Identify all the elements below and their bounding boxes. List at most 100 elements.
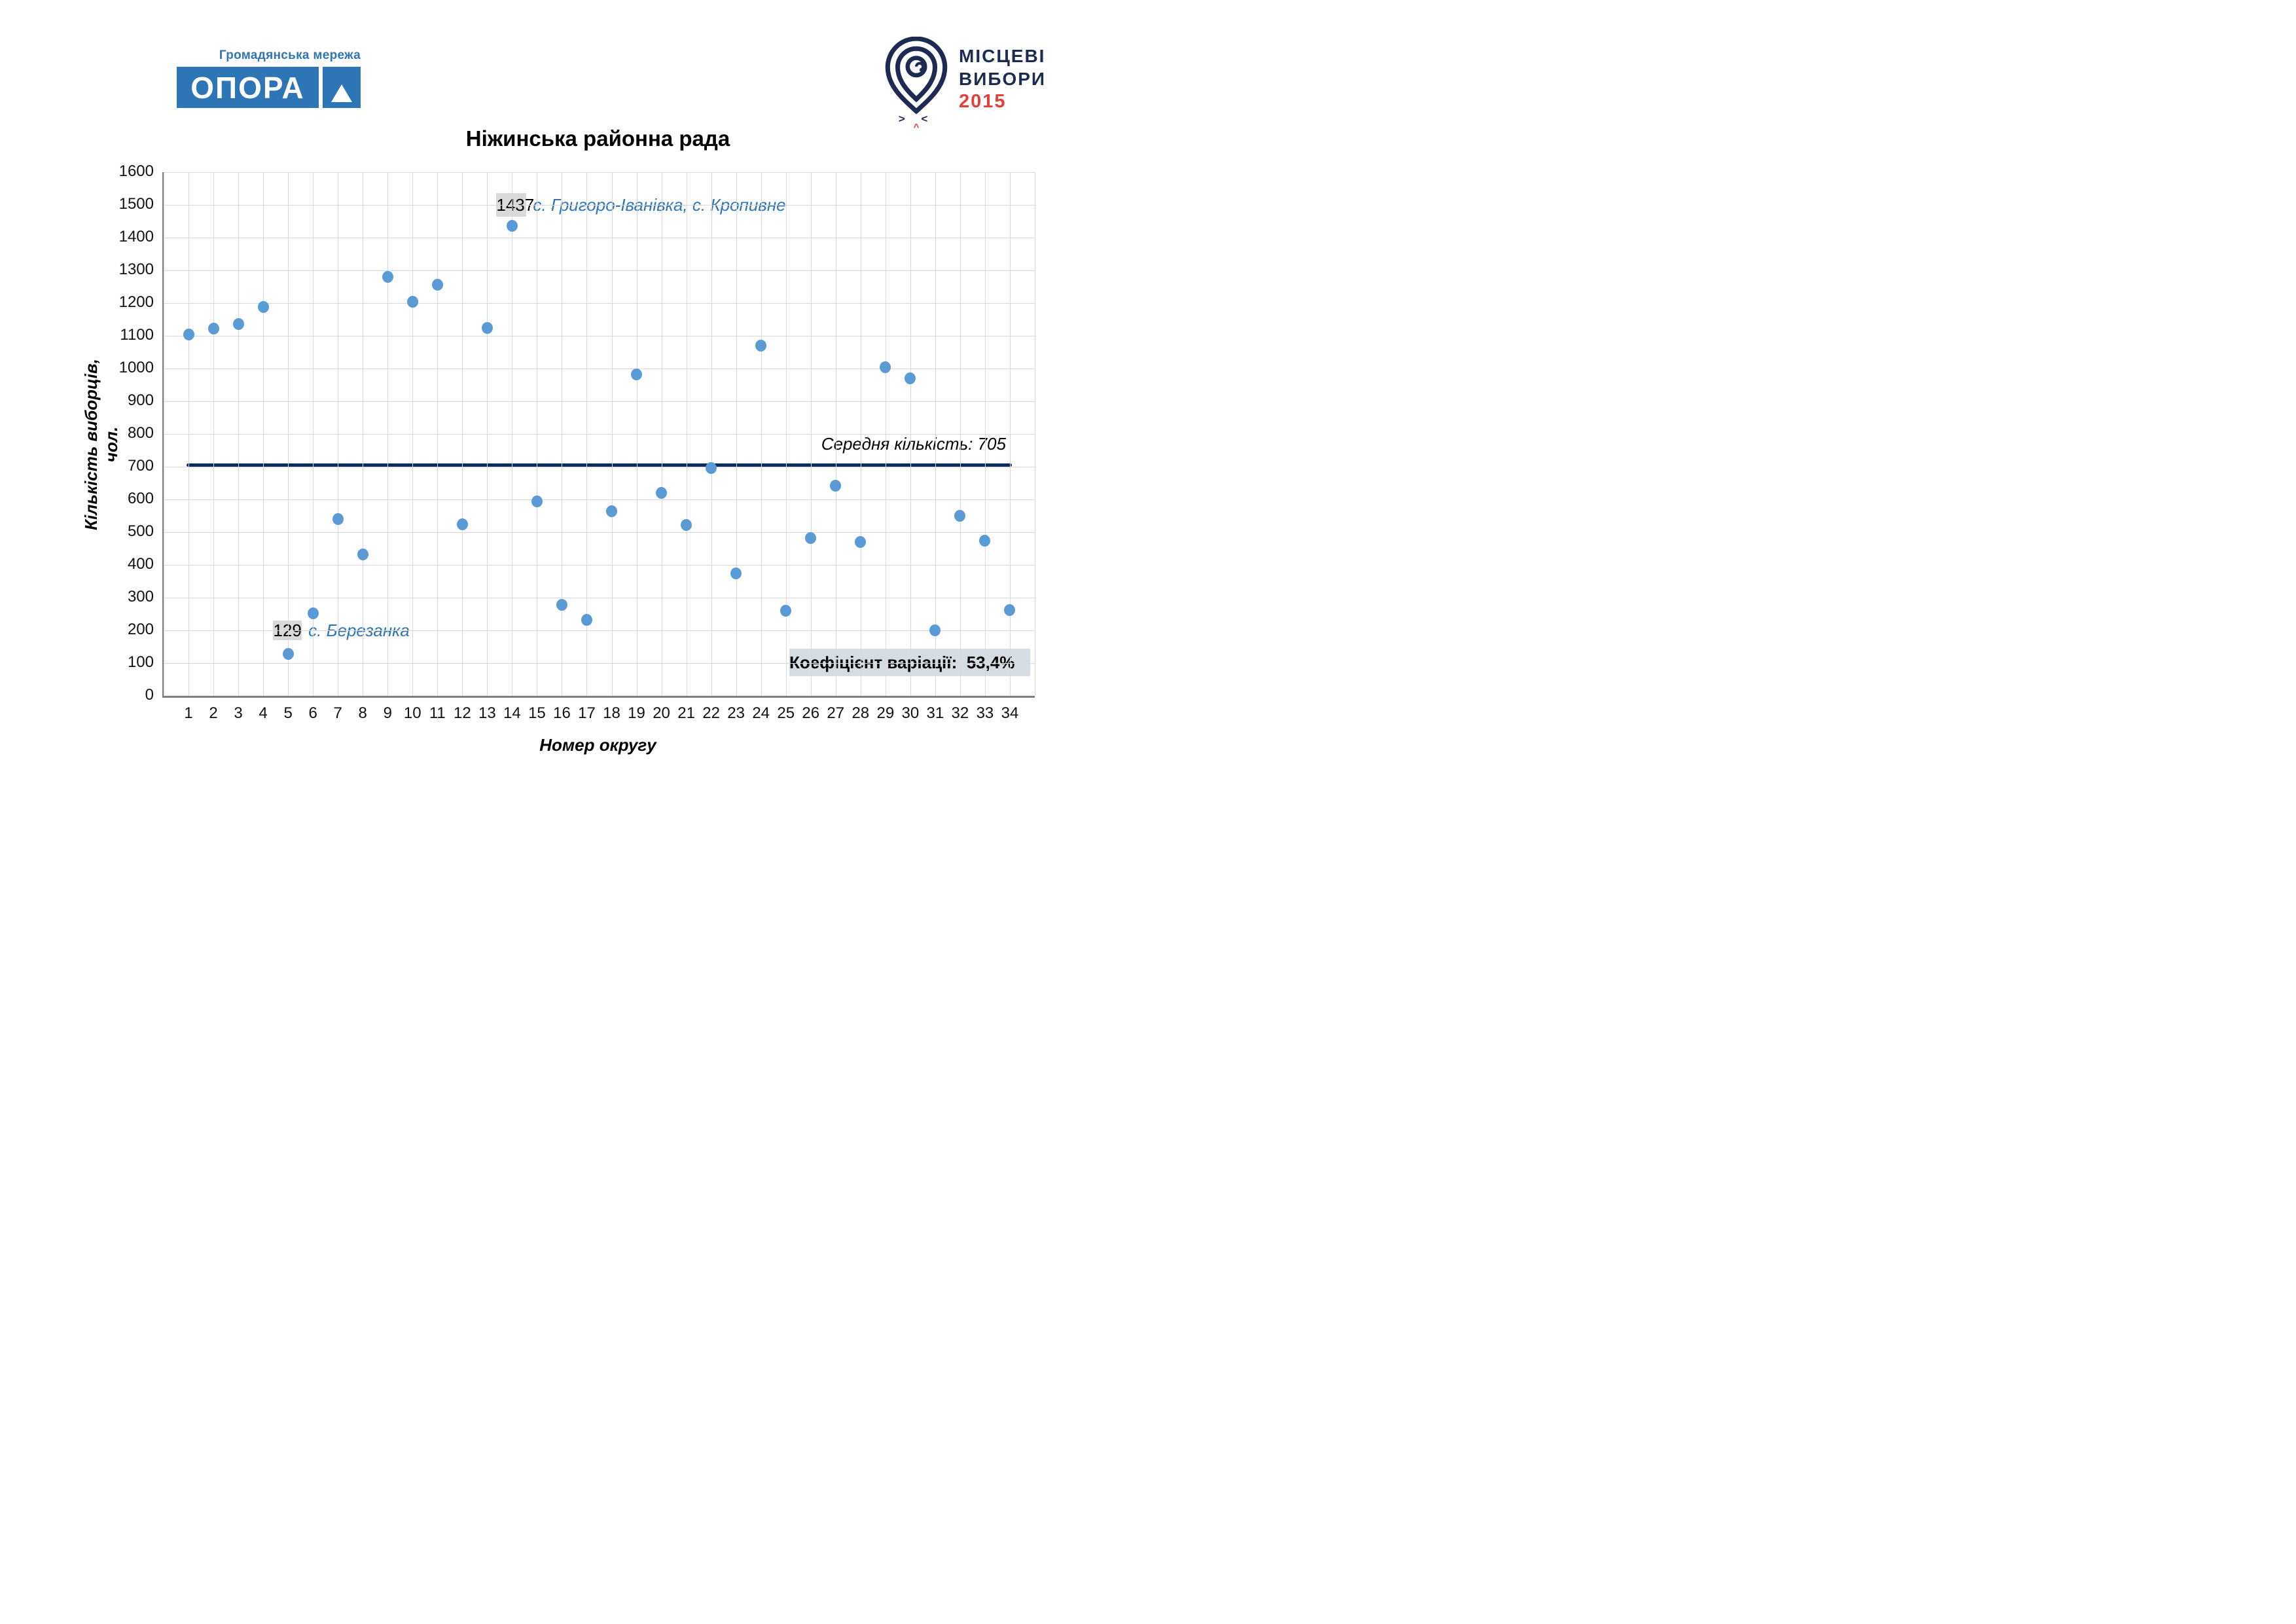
x-tick-label: 28 xyxy=(852,704,870,722)
data-point-district-4 xyxy=(257,301,269,313)
x-tick-label: 15 xyxy=(528,704,546,722)
y-tick-label: 1600 xyxy=(118,162,154,180)
elections-line2: ВИБОРИ xyxy=(959,69,1047,89)
data-point-district-24 xyxy=(755,339,767,352)
data-point-district-31 xyxy=(929,624,941,636)
x-tick-label: 11 xyxy=(429,704,446,722)
x-tick-label: 22 xyxy=(702,704,720,722)
horizontal-gridline xyxy=(164,401,1035,402)
x-tick-label: 9 xyxy=(383,704,392,722)
x-tick-label: 30 xyxy=(901,704,920,722)
pin-chevrons: > < xyxy=(898,113,935,125)
x-tick-label: 16 xyxy=(553,704,571,722)
data-point-district-7 xyxy=(332,513,344,525)
max-value-label-box: 1437 xyxy=(496,192,534,217)
x-tick-label: 23 xyxy=(727,704,745,722)
y-tick-label: 1000 xyxy=(118,359,154,376)
opora-wordmark-row: ОПОРА xyxy=(177,67,361,108)
data-point-district-34 xyxy=(1004,604,1016,616)
opora-subtitle: Громадянська мережа xyxy=(219,48,361,62)
x-tick-label: 3 xyxy=(234,704,243,722)
x-tick-label: 8 xyxy=(358,704,367,722)
y-tick-label: 200 xyxy=(127,621,154,638)
opora-wordmark-box: ОПОРА xyxy=(177,67,319,108)
data-point-district-26 xyxy=(805,532,817,544)
x-tick-label: 13 xyxy=(478,704,496,722)
data-point-district-15 xyxy=(531,495,543,507)
horizontal-gridline xyxy=(164,434,1035,435)
data-point-district-3 xyxy=(232,317,244,330)
horizontal-gridline xyxy=(164,172,1035,173)
data-point-district-13 xyxy=(481,321,493,334)
data-point-district-14 xyxy=(506,219,518,232)
y-tick-label: 900 xyxy=(127,391,154,409)
x-tick-label: 12 xyxy=(453,704,471,722)
data-point-district-29 xyxy=(880,361,891,373)
x-tick-label: 31 xyxy=(926,704,944,722)
local-elections-2015-logo: > < ^ МІСЦЕВІ ВИБОРИ 2015 xyxy=(880,36,1046,135)
y-tick-label: 300 xyxy=(127,588,154,605)
data-point-district-6 xyxy=(307,607,319,619)
x-tick-label: 26 xyxy=(802,704,820,722)
y-axis-title: Кількість виборців, чол. xyxy=(81,359,121,530)
average-line xyxy=(187,463,1012,467)
x-tick-label: 19 xyxy=(628,704,645,722)
horizontal-gridline xyxy=(164,303,1035,304)
max-annotation-text: с. Григоро-Іванівка, с. Кропивне xyxy=(533,194,786,215)
x-tick-label: 25 xyxy=(777,704,795,722)
coefficient-of-variation-box: Коефіцієнт варіації: 53,4% xyxy=(789,649,1030,676)
data-point-district-33 xyxy=(979,535,991,547)
data-point-district-28 xyxy=(855,535,867,548)
x-tick-label: 20 xyxy=(653,704,670,722)
data-point-district-32 xyxy=(954,510,966,522)
horizontal-gridline xyxy=(164,270,1035,271)
x-tick-label: 33 xyxy=(976,704,994,722)
plot-area: Середня кількість: 705 1437 с. Григоро-І… xyxy=(119,162,1035,722)
horizontal-gridline xyxy=(164,205,1035,206)
y-tick-label: 500 xyxy=(127,522,154,540)
x-tick-label: 27 xyxy=(827,704,845,722)
chart-title: Ніжинська районна рада xyxy=(465,126,730,151)
data-point-district-11 xyxy=(431,279,443,291)
horizontal-gridline xyxy=(164,499,1035,500)
data-point-district-23 xyxy=(730,568,742,579)
data-point-district-8 xyxy=(357,549,368,560)
x-tick-label: 5 xyxy=(283,704,293,722)
y-tick-label: 800 xyxy=(127,424,154,442)
data-point-district-10 xyxy=(406,295,418,308)
x-tick-label: 29 xyxy=(876,704,895,722)
data-point-district-1 xyxy=(183,328,194,340)
horizontal-gridline xyxy=(164,532,1035,533)
y-tick-label: 1100 xyxy=(120,326,154,344)
x-tick-label: 10 xyxy=(403,704,422,722)
x-tick-label: 17 xyxy=(578,704,596,722)
data-point-district-18 xyxy=(606,505,617,517)
y-tick-label: 700 xyxy=(127,457,154,475)
data-point-district-30 xyxy=(905,372,916,384)
data-point-district-17 xyxy=(581,614,592,626)
average-line-label: Середня кількість: 705 xyxy=(821,433,1006,454)
y-tick-label: 1400 xyxy=(118,228,154,245)
data-point-district-12 xyxy=(456,518,468,530)
opora-logo: Громадянська мережа ОПОРА xyxy=(177,48,361,108)
y-tick-label: 100 xyxy=(127,653,154,671)
y-tick-label: 600 xyxy=(127,490,154,507)
elections-text: МІСЦЕВІ ВИБОРИ 2015 xyxy=(959,37,1046,135)
y-tick-label: 1200 xyxy=(118,293,154,311)
data-point-district-5 xyxy=(282,647,294,660)
page: Громадянська мережа ОПОРА > < ^ МІСЦЕВІ … xyxy=(0,0,1148,812)
x-tick-label: 24 xyxy=(752,704,770,722)
horizontal-gridline xyxy=(164,565,1035,566)
min-annotation-text: с. Березанка xyxy=(308,620,410,640)
data-point-district-27 xyxy=(830,480,842,492)
data-point-district-9 xyxy=(382,271,393,283)
pin-chevron-red: ^ xyxy=(913,122,920,133)
y-tick-label: 1500 xyxy=(118,195,154,213)
opora-wordmark: ОПОРА xyxy=(190,70,305,105)
horizontal-gridline xyxy=(164,630,1035,631)
opora-triangle-icon xyxy=(331,84,352,102)
x-tick-label: 6 xyxy=(308,704,317,722)
data-point-district-20 xyxy=(656,487,668,499)
data-point-district-21 xyxy=(681,518,692,531)
x-tick-label: 21 xyxy=(677,704,695,722)
